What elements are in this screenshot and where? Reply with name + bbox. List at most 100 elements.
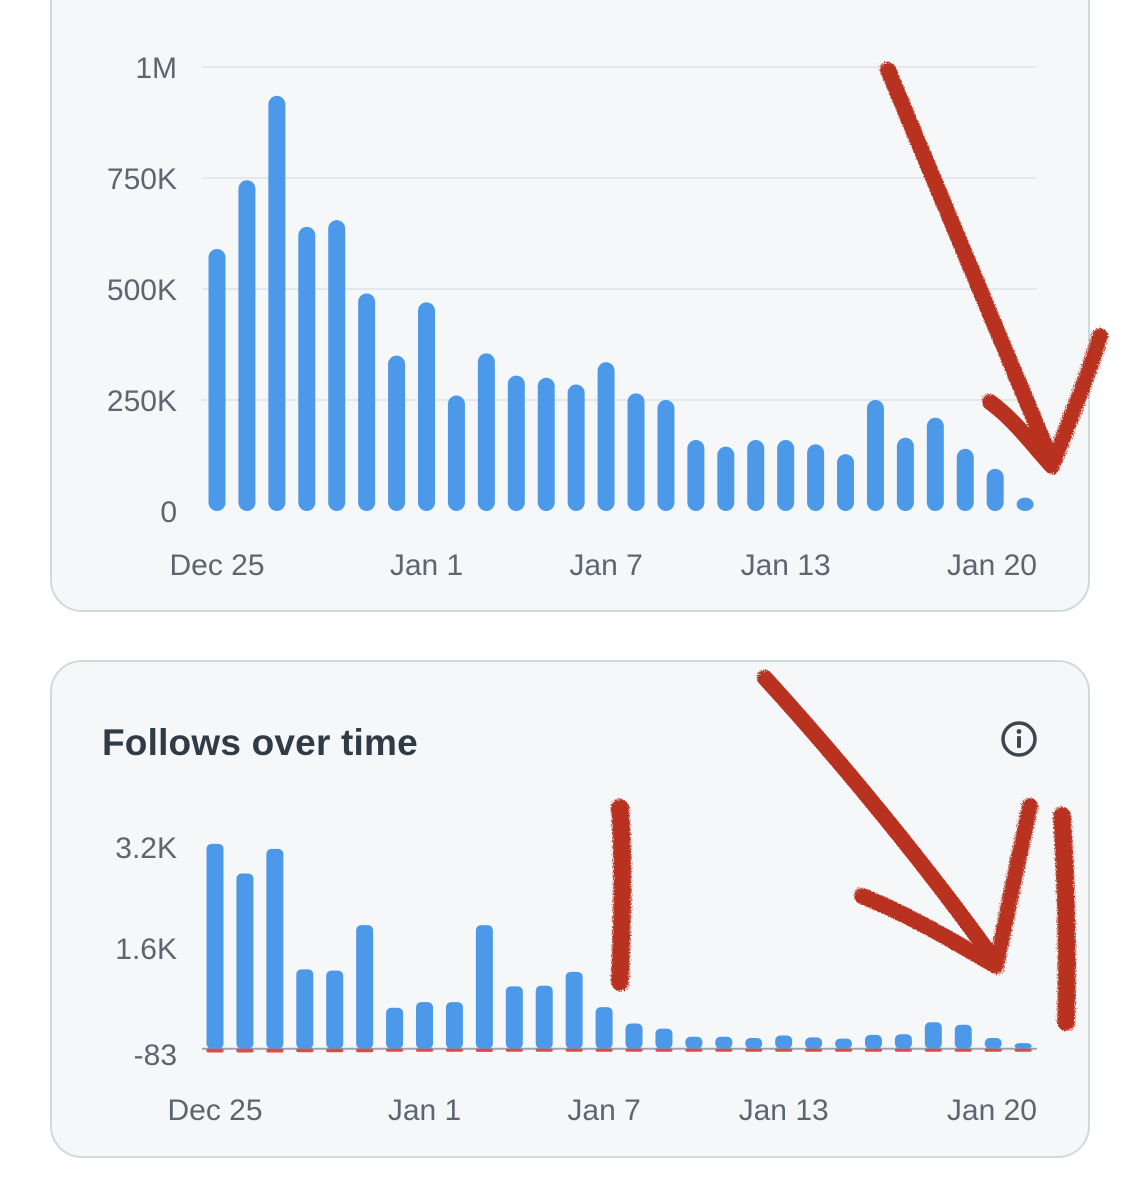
bar — [986, 468, 1004, 511]
unfollows-bar — [1014, 1048, 1032, 1052]
x-tick-label: Jan 20 — [947, 1094, 1037, 1127]
y-tick-label: 250K — [107, 385, 177, 418]
y-tick-label: 1.6K — [115, 933, 177, 966]
follows-bar — [655, 1028, 673, 1049]
unfollows-bar — [565, 1048, 583, 1052]
follows-bar — [356, 925, 374, 1049]
bar — [717, 446, 735, 511]
y-tick-label: 0 — [160, 496, 177, 529]
bar — [507, 375, 525, 511]
unfollows-bar — [206, 1048, 224, 1053]
follows-bar — [326, 970, 344, 1049]
unfollows-bar — [835, 1048, 853, 1052]
follows-bar — [535, 985, 553, 1049]
follows-bar — [386, 1007, 404, 1049]
unfollows-bar — [386, 1048, 404, 1052]
follows-bar-chart: 3.2K 1.6K -83 Dec 25 Jan 1 Jan 7 Jan 13 Jan 20 — [115, 832, 1037, 1127]
bar — [388, 355, 406, 511]
unfollows-bar — [236, 1048, 254, 1053]
bar — [956, 448, 974, 511]
unfollows-bar — [416, 1048, 434, 1052]
bar — [537, 377, 555, 511]
bar — [807, 444, 825, 511]
follows-bar — [416, 1002, 434, 1049]
bar — [268, 95, 286, 512]
x-tick-label: Jan 20 — [947, 549, 1037, 582]
x-tick-label: Jan 13 — [741, 549, 831, 582]
follows-bar — [745, 1038, 763, 1049]
bar — [567, 384, 585, 511]
x-tick-label: Dec 25 — [169, 549, 264, 582]
y-tick-label: 500K — [107, 274, 177, 307]
unfollows-bar — [296, 1048, 314, 1053]
bar — [687, 439, 705, 511]
y-tick-label: -83 — [134, 1039, 177, 1072]
follows-bar — [475, 925, 493, 1049]
x-tick-label: Jan 1 — [390, 549, 463, 582]
bar — [837, 454, 855, 511]
unfollows-bar — [984, 1048, 1002, 1052]
follows-bar — [206, 843, 224, 1049]
follows-card: Follows over time 3.2K 1.6K -83 Dec 25 Jan 1… — [50, 660, 1090, 1158]
bar — [358, 293, 376, 511]
bar — [777, 439, 795, 511]
bar — [328, 220, 346, 511]
unfollows-bar — [715, 1048, 733, 1052]
y-tick-label: 1M — [135, 52, 177, 85]
unfollows-bar — [505, 1048, 523, 1052]
bar — [657, 400, 675, 511]
follows-bar — [625, 1023, 643, 1049]
follows-bar — [685, 1036, 703, 1049]
follows-bar — [266, 848, 284, 1049]
follows-bar — [565, 971, 583, 1049]
x-tick-label: Jan 7 — [569, 549, 642, 582]
bar — [597, 362, 615, 511]
unfollows-bar — [535, 1048, 553, 1052]
follows-bar — [984, 1038, 1002, 1049]
unfollows-bar — [805, 1048, 823, 1052]
impressions-bar-chart: 1M 750K 500K 250K 0 Dec 25 Jan 1 Jan 7 Jan 13 Jan… — [107, 52, 1037, 582]
bar — [477, 353, 495, 511]
bar — [238, 180, 256, 511]
unfollows-bar — [655, 1048, 673, 1052]
unfollows-bar — [326, 1048, 344, 1053]
bar — [1016, 497, 1034, 511]
bar — [298, 226, 316, 511]
unfollows-bar — [864, 1048, 882, 1052]
unfollows-bar — [445, 1048, 463, 1052]
follows-bar — [296, 969, 314, 1049]
bar — [208, 249, 226, 511]
x-tick-label: Jan 13 — [739, 1094, 829, 1127]
y-tick-label: 3.2K — [115, 832, 177, 865]
follows-bar — [954, 1024, 972, 1049]
unfollows-bar — [894, 1048, 912, 1052]
bar — [627, 393, 645, 511]
x-tick-label: Jan 1 — [388, 1094, 461, 1127]
bar — [896, 437, 914, 511]
x-tick-label: Dec 25 — [167, 1094, 262, 1127]
follows-bar — [894, 1034, 912, 1049]
y-tick-label: 750K — [107, 163, 177, 196]
bar — [866, 400, 884, 511]
info-circle-icon[interactable] — [1000, 720, 1038, 758]
unfollows-bar — [595, 1048, 613, 1052]
follows-card-title: Follows over time — [102, 722, 418, 763]
follows-bar — [445, 1002, 463, 1049]
follows-bar — [595, 1007, 613, 1049]
unfollows-bar — [745, 1048, 763, 1052]
bar — [926, 417, 944, 511]
unfollows-bar — [954, 1048, 972, 1052]
follows-bar — [775, 1035, 793, 1049]
unfollows-bar — [775, 1048, 793, 1052]
follows-bar — [1014, 1043, 1032, 1049]
unfollows-bar — [685, 1048, 703, 1052]
follows-bar — [835, 1038, 853, 1049]
x-tick-label: Jan 7 — [567, 1094, 640, 1127]
bar — [418, 302, 436, 511]
unfollows-bar — [924, 1048, 942, 1052]
follows-bar — [236, 873, 254, 1049]
follows-bar — [505, 986, 523, 1049]
unfollows-bar — [475, 1048, 493, 1052]
unfollows-bar — [266, 1048, 284, 1053]
bar — [447, 395, 465, 511]
